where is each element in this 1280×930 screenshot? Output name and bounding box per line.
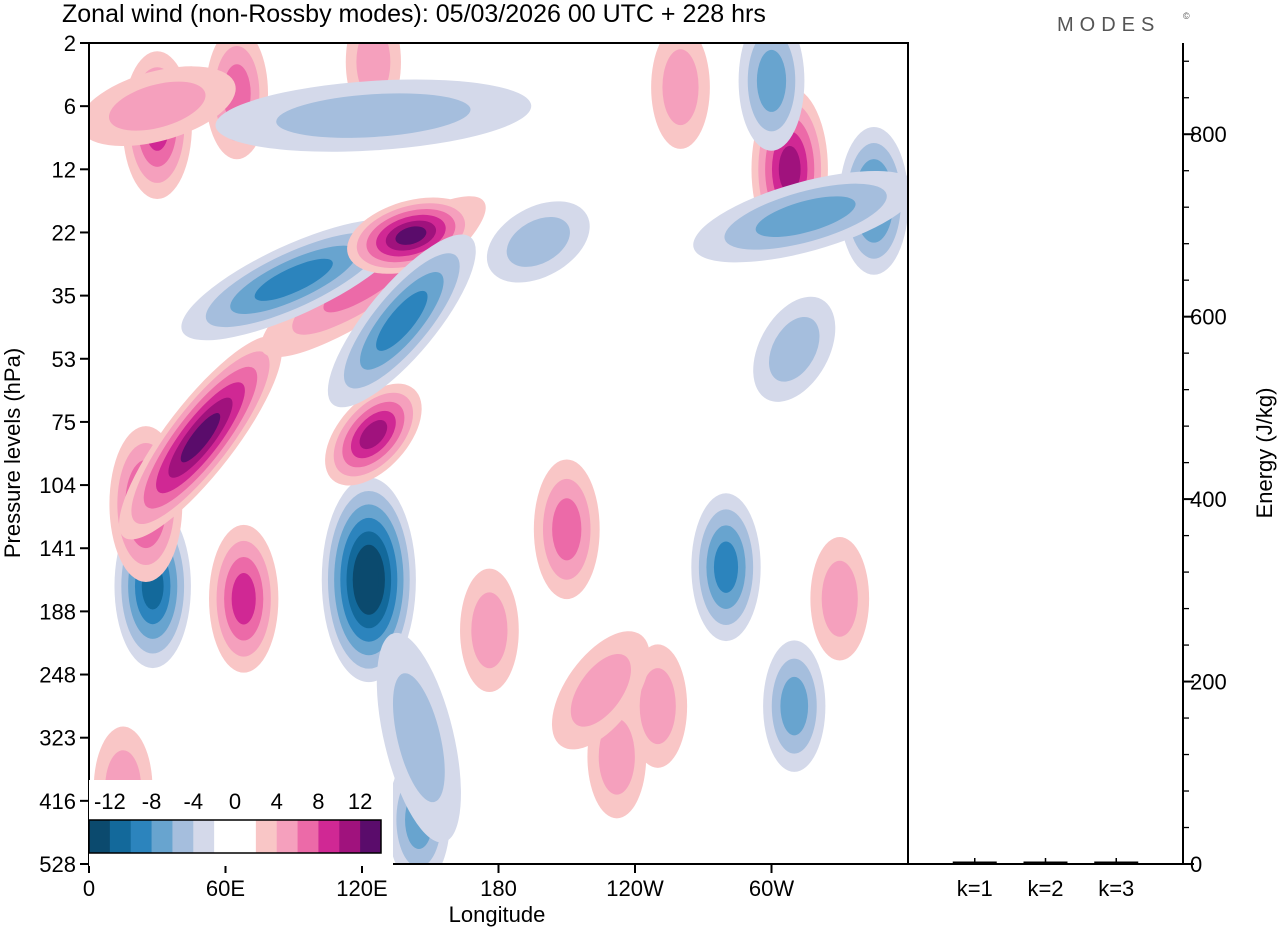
y-tick-label: 2 — [64, 31, 76, 56]
easterly-anomaly — [254, 258, 333, 301]
energy-tick-label: 200 — [1190, 670, 1227, 695]
westerly-anomaly — [108, 81, 206, 131]
energy-axis: 0 200 400 600 800 — [1183, 60, 1227, 877]
easterly-anomaly — [276, 93, 471, 138]
logo-text: MODES — [1057, 14, 1160, 36]
y-tick-label: 248 — [39, 663, 76, 688]
colorbar-swatch — [172, 820, 194, 853]
colorbar-labels: -12 -8 -4 0 4 8 12 — [94, 789, 372, 814]
colorbar-swatch — [276, 820, 299, 853]
energy-category-label: k=1 — [957, 876, 993, 901]
colorbar: -12 -8 -4 0 4 8 12 — [88, 780, 393, 866]
y-tick-label: 12 — [52, 157, 76, 182]
colorbar-swatch — [109, 820, 132, 853]
colorbar-label: -4 — [184, 789, 204, 814]
x-axis-label: Longitude — [449, 902, 546, 927]
x-tick-label: 0 — [83, 876, 95, 901]
chart-title: Zonal wind (non-Rossby modes): 05/03/202… — [62, 0, 766, 28]
easterly-anomaly — [358, 558, 379, 602]
energy-panel: 0 200 400 600 800 k=1 k=2 k=3 Energy (J/kg) — [907, 43, 1277, 901]
y-tick-label: 53 — [52, 347, 76, 372]
easterly-anomaly — [756, 49, 787, 112]
easterly-anomaly — [392, 673, 445, 803]
x-tick-label: 60E — [206, 876, 245, 901]
westerly-anomaly — [639, 668, 676, 745]
energy-tick-label: 0 — [1190, 852, 1202, 877]
x-tick-label: 120W — [606, 876, 664, 901]
westerly-anomaly — [359, 420, 388, 450]
y-axis: 2 6 12 22 35 53 75 104 141 188 248 323 416 528 — [39, 31, 89, 877]
heatmap-panel: 2 6 12 22 35 53 75 104 141 188 248 323 416 528 0 60E 12… — [0, 31, 909, 927]
y-tick-label: 528 — [39, 852, 76, 877]
colorbar-label: 4 — [271, 789, 283, 814]
x-tick-label: 120E — [336, 876, 387, 901]
colorbar-swatch — [214, 820, 236, 853]
colorbar-label: 0 — [229, 789, 241, 814]
westerly-anomaly — [552, 498, 582, 561]
colorbar-label: -12 — [94, 789, 126, 814]
westerly-anomaly — [180, 413, 221, 463]
westerly-anomaly — [662, 49, 699, 126]
energy-categories: k=1 k=2 k=3 — [957, 876, 1135, 901]
colorbar-swatch — [235, 820, 257, 853]
colorbar-swatch — [130, 820, 153, 853]
colorbar-label: -8 — [142, 789, 162, 814]
y-tick-label: 416 — [39, 789, 76, 814]
x-axis: 0 60E 120E 180 120W 60W — [83, 864, 794, 901]
colorbar-swatch — [297, 820, 319, 853]
x-tick-label: 60W — [749, 876, 794, 901]
y-tick-label: 104 — [39, 473, 76, 498]
colorbar-cells — [88, 819, 382, 854]
easterly-anomaly — [755, 196, 856, 237]
westerly-anomaly — [471, 592, 508, 669]
colorbar-label: 8 — [312, 789, 324, 814]
y-tick-label: 6 — [64, 94, 76, 119]
y-axis-label: Pressure levels (hPa) — [0, 348, 25, 558]
colorbar-swatch — [193, 820, 215, 853]
colorbar-swatch — [339, 820, 361, 853]
y-tick-label: 22 — [52, 220, 76, 245]
x-tick-label: 180 — [480, 876, 517, 901]
colorbar-swatch — [151, 820, 173, 853]
heatmap-blobs — [89, 43, 908, 864]
logo-mark: © — [1183, 11, 1190, 21]
energy-bars — [952, 858, 1139, 864]
colorbar-swatch — [318, 820, 340, 853]
colorbar-outline — [88, 819, 382, 854]
easterly-anomaly — [713, 541, 739, 593]
westerly-anomaly — [598, 718, 635, 795]
y-tick-label: 75 — [52, 410, 76, 435]
colorbar-swatch — [89, 820, 111, 853]
westerly-anomaly — [570, 653, 631, 727]
westerly-anomaly — [778, 145, 801, 193]
y-tick-label: 188 — [39, 599, 76, 624]
energy-tick-label: 600 — [1190, 305, 1227, 330]
colorbar-swatch — [255, 820, 278, 853]
colorbar-label: 12 — [348, 789, 372, 814]
easterly-anomaly — [506, 216, 570, 267]
easterly-anomaly — [768, 316, 820, 382]
colorbar-swatch — [360, 820, 382, 853]
y-tick-label: 141 — [39, 536, 76, 561]
y-tick-label: 35 — [52, 284, 76, 309]
westerly-anomaly — [821, 560, 858, 637]
modes-logo: MODES © — [1057, 11, 1190, 36]
energy-category-label: k=3 — [1098, 876, 1134, 901]
y-tick-label: 323 — [39, 726, 76, 751]
easterly-anomaly — [780, 676, 809, 736]
westerly-anomaly — [395, 226, 427, 245]
energy-category-label: k=2 — [1027, 876, 1063, 901]
energy-tick-label: 400 — [1190, 487, 1227, 512]
easterly-anomaly — [376, 290, 428, 351]
westerly-anomaly — [231, 573, 256, 625]
energy-tick-label: 800 — [1190, 122, 1227, 147]
energy-axis-label: Energy (J/kg) — [1252, 388, 1277, 519]
